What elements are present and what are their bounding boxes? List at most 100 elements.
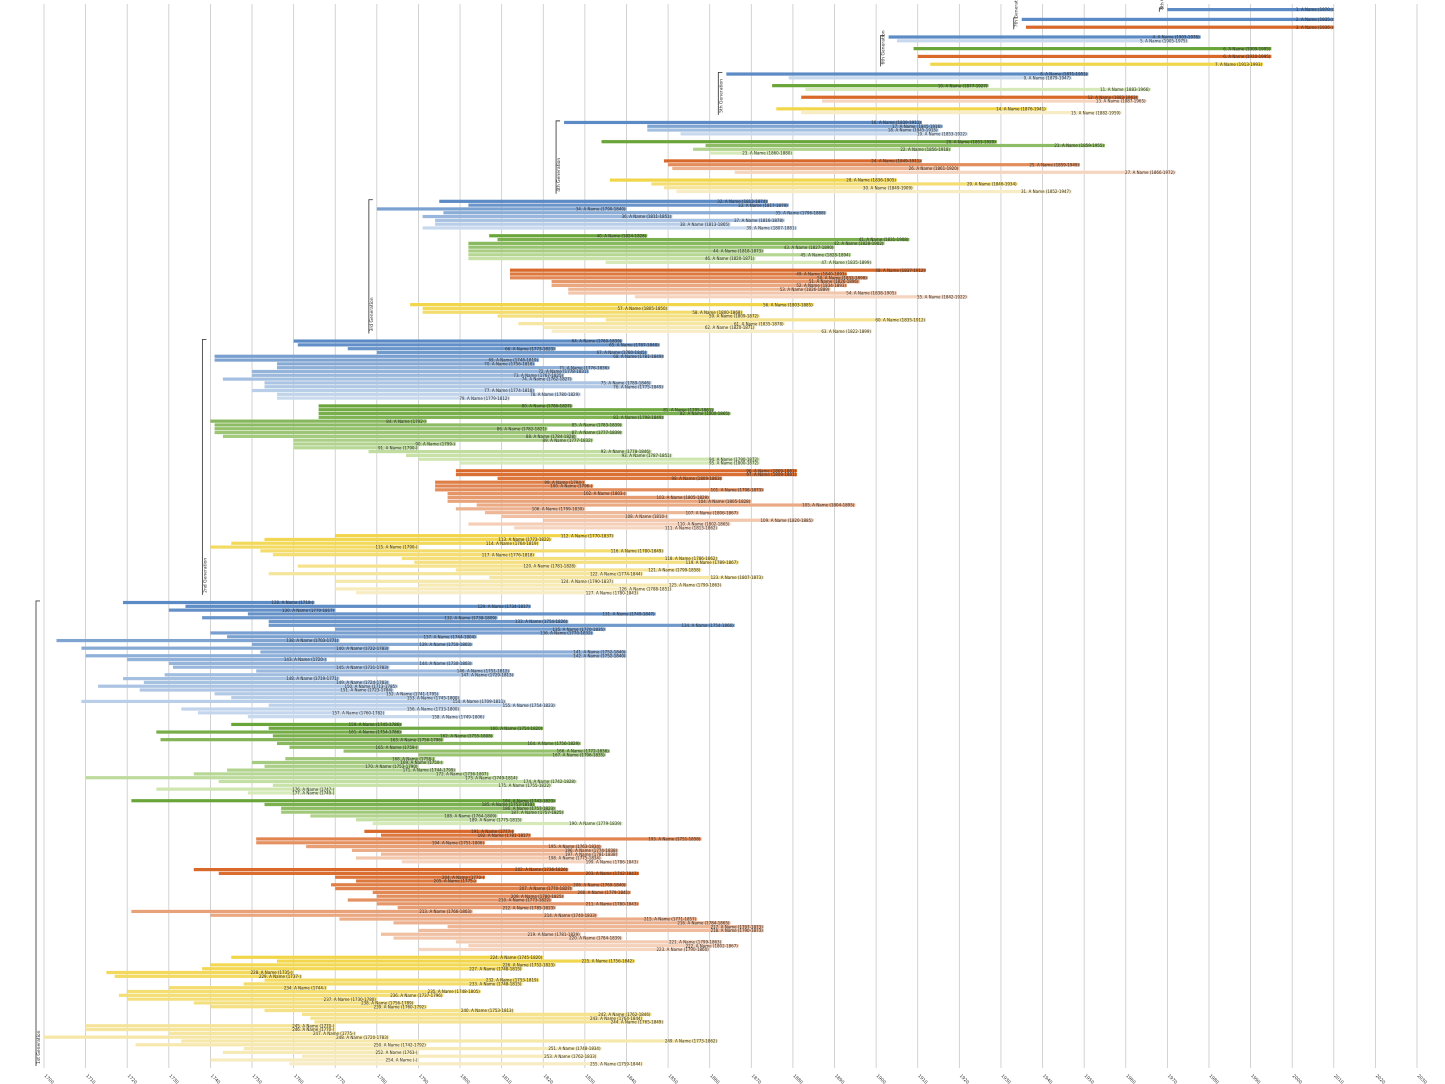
person-bar[interactable]	[455, 507, 585, 511]
person-bar[interactable]	[514, 526, 719, 530]
person-bar[interactable]	[301, 1012, 652, 1016]
person-bar[interactable]	[264, 978, 540, 982]
person-bar[interactable]	[185, 604, 531, 608]
person-bar[interactable]	[376, 350, 648, 355]
person-bar[interactable]	[252, 642, 473, 646]
person-bar[interactable]	[210, 631, 594, 635]
person-bar[interactable]	[372, 890, 631, 895]
person-bar[interactable]	[351, 848, 619, 852]
person-bar[interactable]	[801, 95, 1139, 99]
person-bar[interactable]	[318, 404, 573, 408]
person-bar[interactable]	[418, 583, 723, 587]
person-bar[interactable]	[293, 339, 623, 343]
person-bar[interactable]	[772, 84, 989, 88]
person-bar[interactable]	[231, 696, 461, 700]
person-bar[interactable]	[568, 291, 897, 295]
person-bar[interactable]	[335, 534, 615, 538]
person-bar[interactable]	[181, 707, 461, 711]
person-bar[interactable]	[518, 322, 785, 326]
person-bar[interactable]	[497, 237, 910, 242]
person-bar[interactable]	[202, 616, 498, 620]
person-bar[interactable]	[202, 967, 523, 971]
person-bar[interactable]	[356, 879, 477, 883]
person-bar[interactable]	[247, 715, 486, 719]
person-bar[interactable]	[376, 902, 639, 906]
person-bar[interactable]	[222, 434, 577, 438]
person-bar[interactable]	[318, 408, 714, 412]
person-bar[interactable]	[680, 132, 968, 136]
person-bar[interactable]	[422, 214, 673, 219]
person-bar[interactable]	[293, 438, 594, 442]
person-bar[interactable]	[156, 787, 336, 791]
person-bar[interactable]	[252, 373, 565, 377]
person-bar[interactable]	[372, 821, 623, 826]
person-bar[interactable]	[381, 852, 619, 856]
person-bar[interactable]	[81, 646, 390, 650]
person-bar[interactable]	[264, 385, 664, 389]
person-bar[interactable]	[447, 495, 710, 500]
person-bar[interactable]	[447, 925, 764, 929]
person-bar[interactable]	[168, 661, 473, 665]
person-bar[interactable]	[435, 480, 585, 484]
person-bar[interactable]	[289, 1062, 644, 1066]
person-bar[interactable]	[264, 381, 652, 385]
person-bar[interactable]	[335, 587, 673, 591]
person-bar[interactable]	[422, 310, 743, 314]
person-bar[interactable]	[455, 940, 723, 944]
person-bar[interactable]	[1021, 17, 1334, 22]
person-bar[interactable]	[663, 159, 922, 163]
person-bar[interactable]	[489, 234, 648, 238]
person-bar[interactable]	[281, 806, 556, 810]
person-bar[interactable]	[214, 427, 548, 431]
person-bar[interactable]	[331, 883, 627, 887]
person-bar[interactable]	[443, 211, 827, 215]
person-bar[interactable]	[214, 430, 623, 435]
person-bar[interactable]	[356, 856, 602, 860]
person-bar[interactable]	[98, 684, 398, 688]
person-bar[interactable]	[314, 1020, 664, 1024]
person-bar[interactable]	[127, 997, 377, 1001]
person-bar[interactable]	[418, 928, 764, 933]
person-bar[interactable]	[543, 518, 814, 522]
person-bar[interactable]	[252, 369, 590, 374]
person-bar[interactable]	[347, 898, 552, 902]
person-bar[interactable]	[293, 446, 419, 450]
person-bar[interactable]	[376, 207, 627, 211]
person-bar[interactable]	[289, 745, 419, 749]
person-bar[interactable]	[264, 764, 419, 768]
person-bar[interactable]	[896, 39, 1189, 43]
person-bar[interactable]	[256, 837, 702, 841]
person-bar[interactable]	[447, 499, 752, 503]
person-bar[interactable]	[135, 1043, 427, 1047]
person-bar[interactable]	[930, 62, 1264, 66]
person-bar[interactable]	[418, 457, 760, 461]
person-bar[interactable]	[501, 514, 669, 519]
person-bar[interactable]	[272, 783, 552, 787]
person-bar[interactable]	[276, 741, 581, 746]
person-bar[interactable]	[222, 377, 573, 381]
person-bar[interactable]	[368, 449, 652, 454]
person-bar[interactable]	[568, 287, 831, 291]
person-bar[interactable]	[543, 325, 756, 330]
person-bar[interactable]	[310, 814, 498, 818]
person-bar[interactable]	[509, 268, 927, 272]
person-bar[interactable]	[268, 703, 556, 707]
person-bar[interactable]	[805, 87, 1151, 92]
person-bar[interactable]	[143, 680, 390, 685]
person-bar[interactable]	[776, 107, 1047, 111]
person-bar[interactable]	[214, 354, 664, 358]
person-bar[interactable]	[634, 295, 968, 299]
person-bar[interactable]	[551, 280, 860, 284]
person-bar[interactable]	[197, 711, 386, 715]
person-bar[interactable]	[231, 722, 402, 727]
person-bar[interactable]	[272, 553, 535, 557]
person-bar[interactable]	[801, 111, 1122, 115]
person-bar[interactable]	[276, 392, 581, 396]
person-bar[interactable]	[468, 944, 739, 948]
person-bar[interactable]	[381, 932, 581, 936]
person-bar[interactable]	[726, 72, 1089, 76]
person-bar[interactable]	[788, 76, 1072, 80]
person-bar[interactable]	[285, 757, 436, 761]
person-bar[interactable]	[268, 619, 569, 624]
person-bar[interactable]	[247, 791, 336, 795]
